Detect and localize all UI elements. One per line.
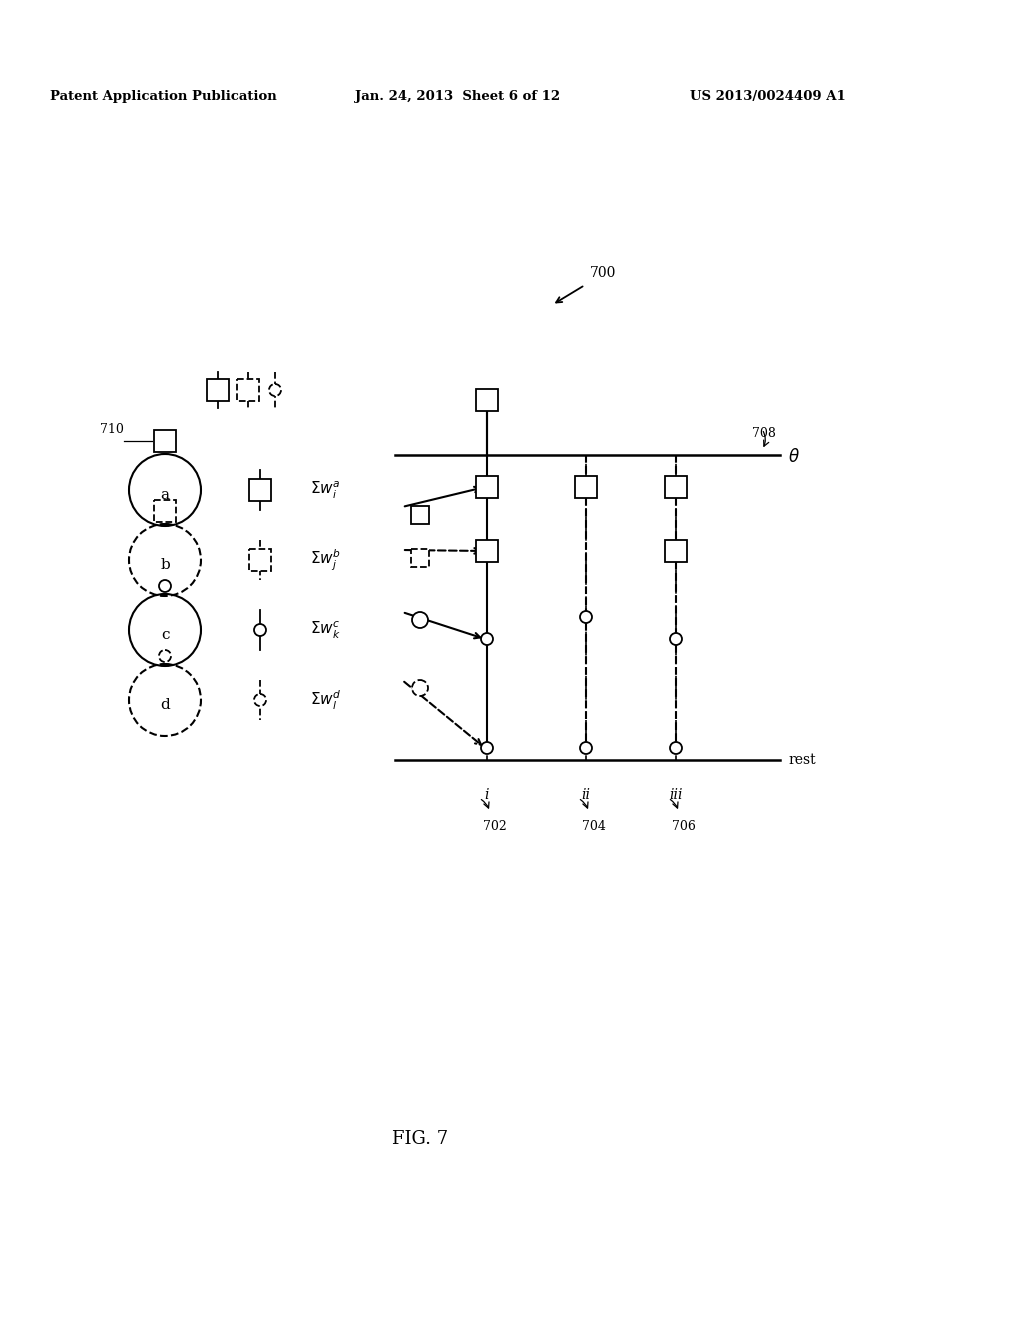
Bar [575, 477, 597, 498]
Text: i: i [484, 788, 489, 803]
Text: 710: 710 [100, 422, 124, 436]
Circle shape [481, 742, 493, 754]
Text: 702: 702 [483, 820, 507, 833]
Text: 704: 704 [582, 820, 606, 833]
Circle shape [412, 680, 428, 696]
Text: d: d [160, 698, 170, 711]
Text: 700: 700 [590, 267, 616, 280]
Text: b: b [160, 558, 170, 572]
Circle shape [269, 384, 281, 396]
Bar [411, 549, 429, 568]
Circle shape [670, 742, 682, 754]
Text: 708: 708 [752, 426, 776, 440]
Bar [154, 430, 176, 451]
Bar [476, 540, 498, 562]
Circle shape [580, 742, 592, 754]
Text: iii: iii [670, 788, 683, 803]
Bar [249, 479, 271, 502]
Circle shape [412, 612, 428, 628]
Text: a: a [161, 488, 170, 502]
Text: ii: ii [582, 788, 591, 803]
Text: $\theta$: $\theta$ [788, 447, 800, 466]
Bar [665, 477, 687, 498]
Bar [154, 500, 176, 521]
Text: $\Sigma w^d_l$: $\Sigma w^d_l$ [310, 689, 342, 711]
Text: FIG. 7: FIG. 7 [392, 1130, 449, 1148]
Text: $\Sigma w^a_i$: $\Sigma w^a_i$ [310, 479, 341, 500]
Bar [476, 389, 498, 411]
Bar [411, 506, 429, 524]
Text: Patent Application Publication: Patent Application Publication [50, 90, 276, 103]
Text: Jan. 24, 2013  Sheet 6 of 12: Jan. 24, 2013 Sheet 6 of 12 [355, 90, 560, 103]
Text: $\Sigma w^c_k$: $\Sigma w^c_k$ [310, 619, 341, 640]
Bar [237, 379, 259, 401]
Bar [207, 379, 229, 401]
Circle shape [254, 694, 266, 706]
Text: US 2013/0024409 A1: US 2013/0024409 A1 [690, 90, 846, 103]
Text: rest: rest [788, 752, 816, 767]
Circle shape [481, 634, 493, 645]
Circle shape [159, 579, 171, 591]
Text: 706: 706 [672, 820, 696, 833]
Bar [476, 477, 498, 498]
Circle shape [670, 634, 682, 645]
Text: $\Sigma w^b_j$: $\Sigma w^b_j$ [310, 548, 341, 573]
Text: c: c [161, 628, 169, 642]
Circle shape [580, 611, 592, 623]
Bar [665, 540, 687, 562]
Bar [249, 549, 271, 572]
Circle shape [254, 624, 266, 636]
Circle shape [159, 649, 171, 663]
